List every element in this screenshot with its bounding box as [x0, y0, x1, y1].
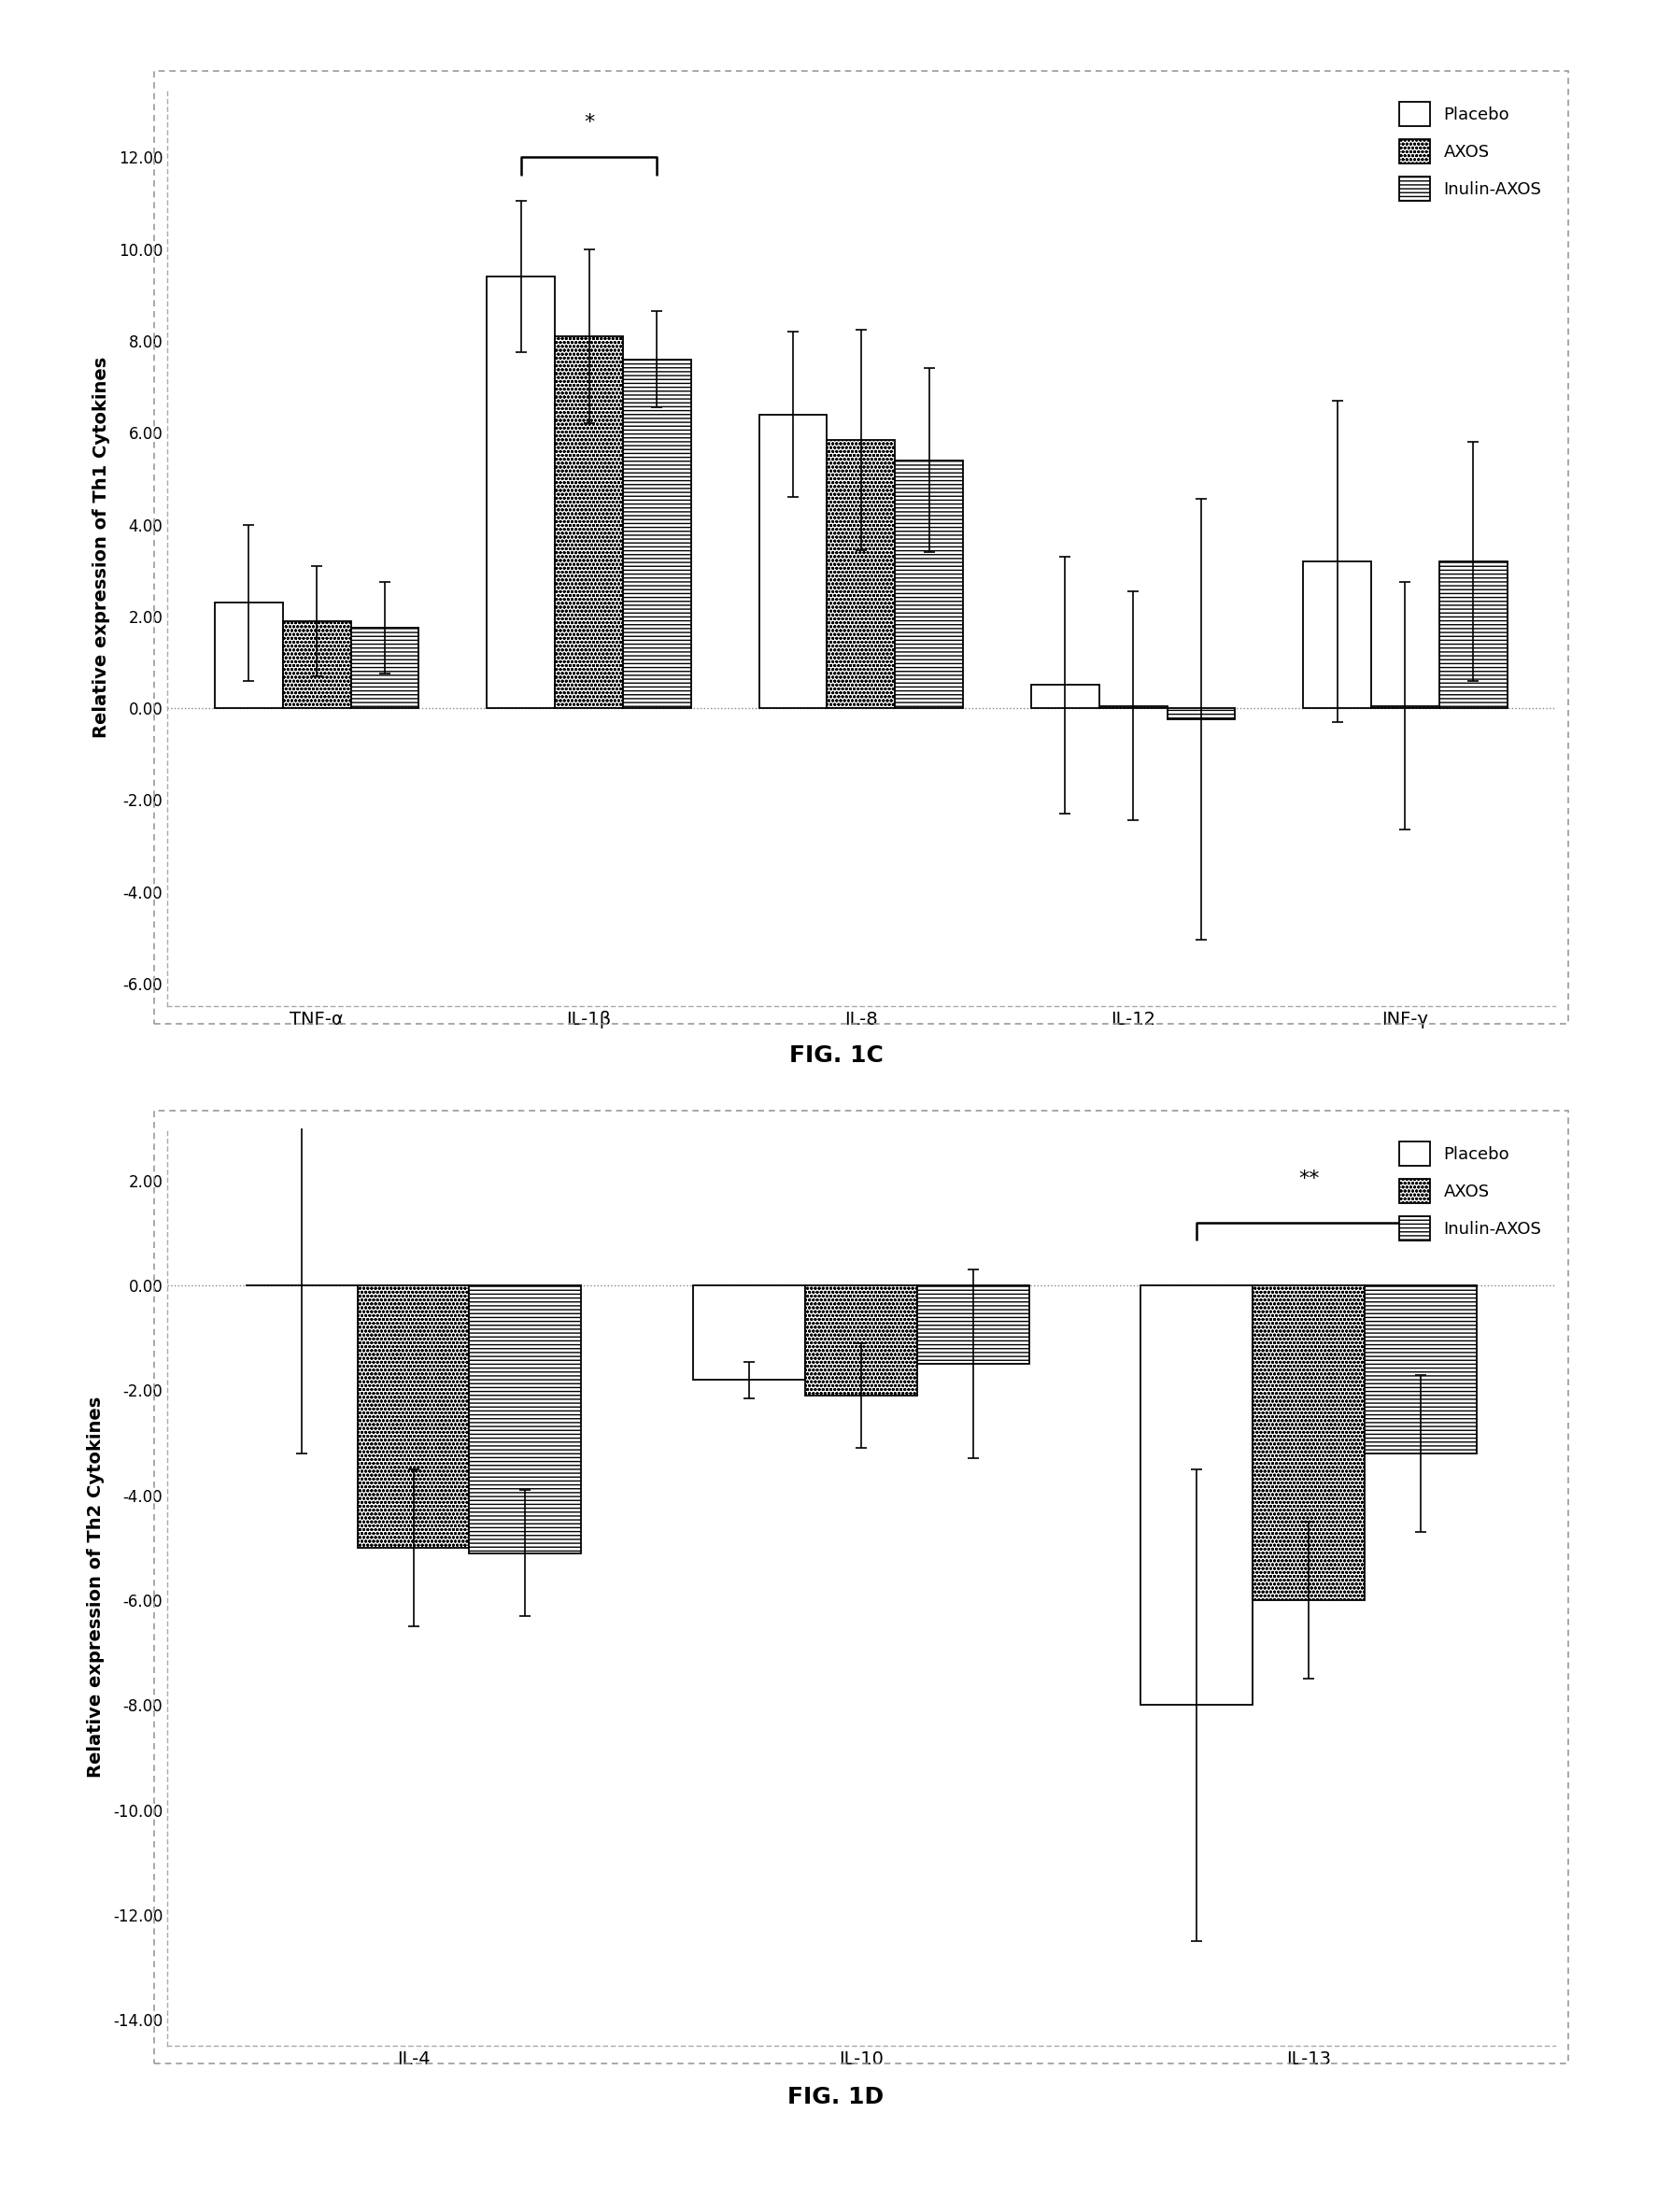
- Bar: [555, 336, 623, 708]
- Legend: Placebo, AXOS, Inulin-AXOS: Placebo, AXOS, Inulin-AXOS: [1394, 1137, 1546, 1245]
- Bar: [358, 1285, 470, 1548]
- Text: FIG. 1C: FIG. 1C: [789, 1044, 882, 1066]
- Bar: [1439, 562, 1507, 708]
- Bar: [805, 1285, 916, 1396]
- Bar: [894, 460, 962, 708]
- Bar: [1370, 706, 1439, 708]
- Bar: [693, 1285, 805, 1380]
- Bar: [1031, 686, 1098, 708]
- Bar: [470, 1285, 582, 1553]
- Text: **: **: [1297, 1170, 1318, 1188]
- Bar: [1364, 1285, 1475, 1453]
- Bar: [282, 622, 351, 708]
- Bar: [827, 440, 894, 708]
- Bar: [1166, 708, 1235, 719]
- Y-axis label: Relative expression of Th2 Cytokines: Relative expression of Th2 Cytokines: [87, 1396, 105, 1778]
- Bar: [214, 602, 282, 708]
- Bar: [623, 358, 690, 708]
- Bar: [759, 414, 827, 708]
- Legend: Placebo, AXOS, Inulin-AXOS: Placebo, AXOS, Inulin-AXOS: [1394, 97, 1546, 206]
- Bar: [1140, 1285, 1252, 1705]
- Text: FIG. 1D: FIG. 1D: [787, 2086, 884, 2108]
- Text: *: *: [583, 113, 593, 133]
- Bar: [1252, 1285, 1364, 1599]
- Bar: [1302, 562, 1370, 708]
- Y-axis label: Relative expression of Th1 Cytokines: Relative expression of Th1 Cytokines: [92, 356, 110, 739]
- Bar: [1098, 706, 1166, 708]
- Bar: [486, 276, 555, 708]
- Bar: [351, 628, 419, 708]
- Bar: [916, 1285, 1028, 1365]
